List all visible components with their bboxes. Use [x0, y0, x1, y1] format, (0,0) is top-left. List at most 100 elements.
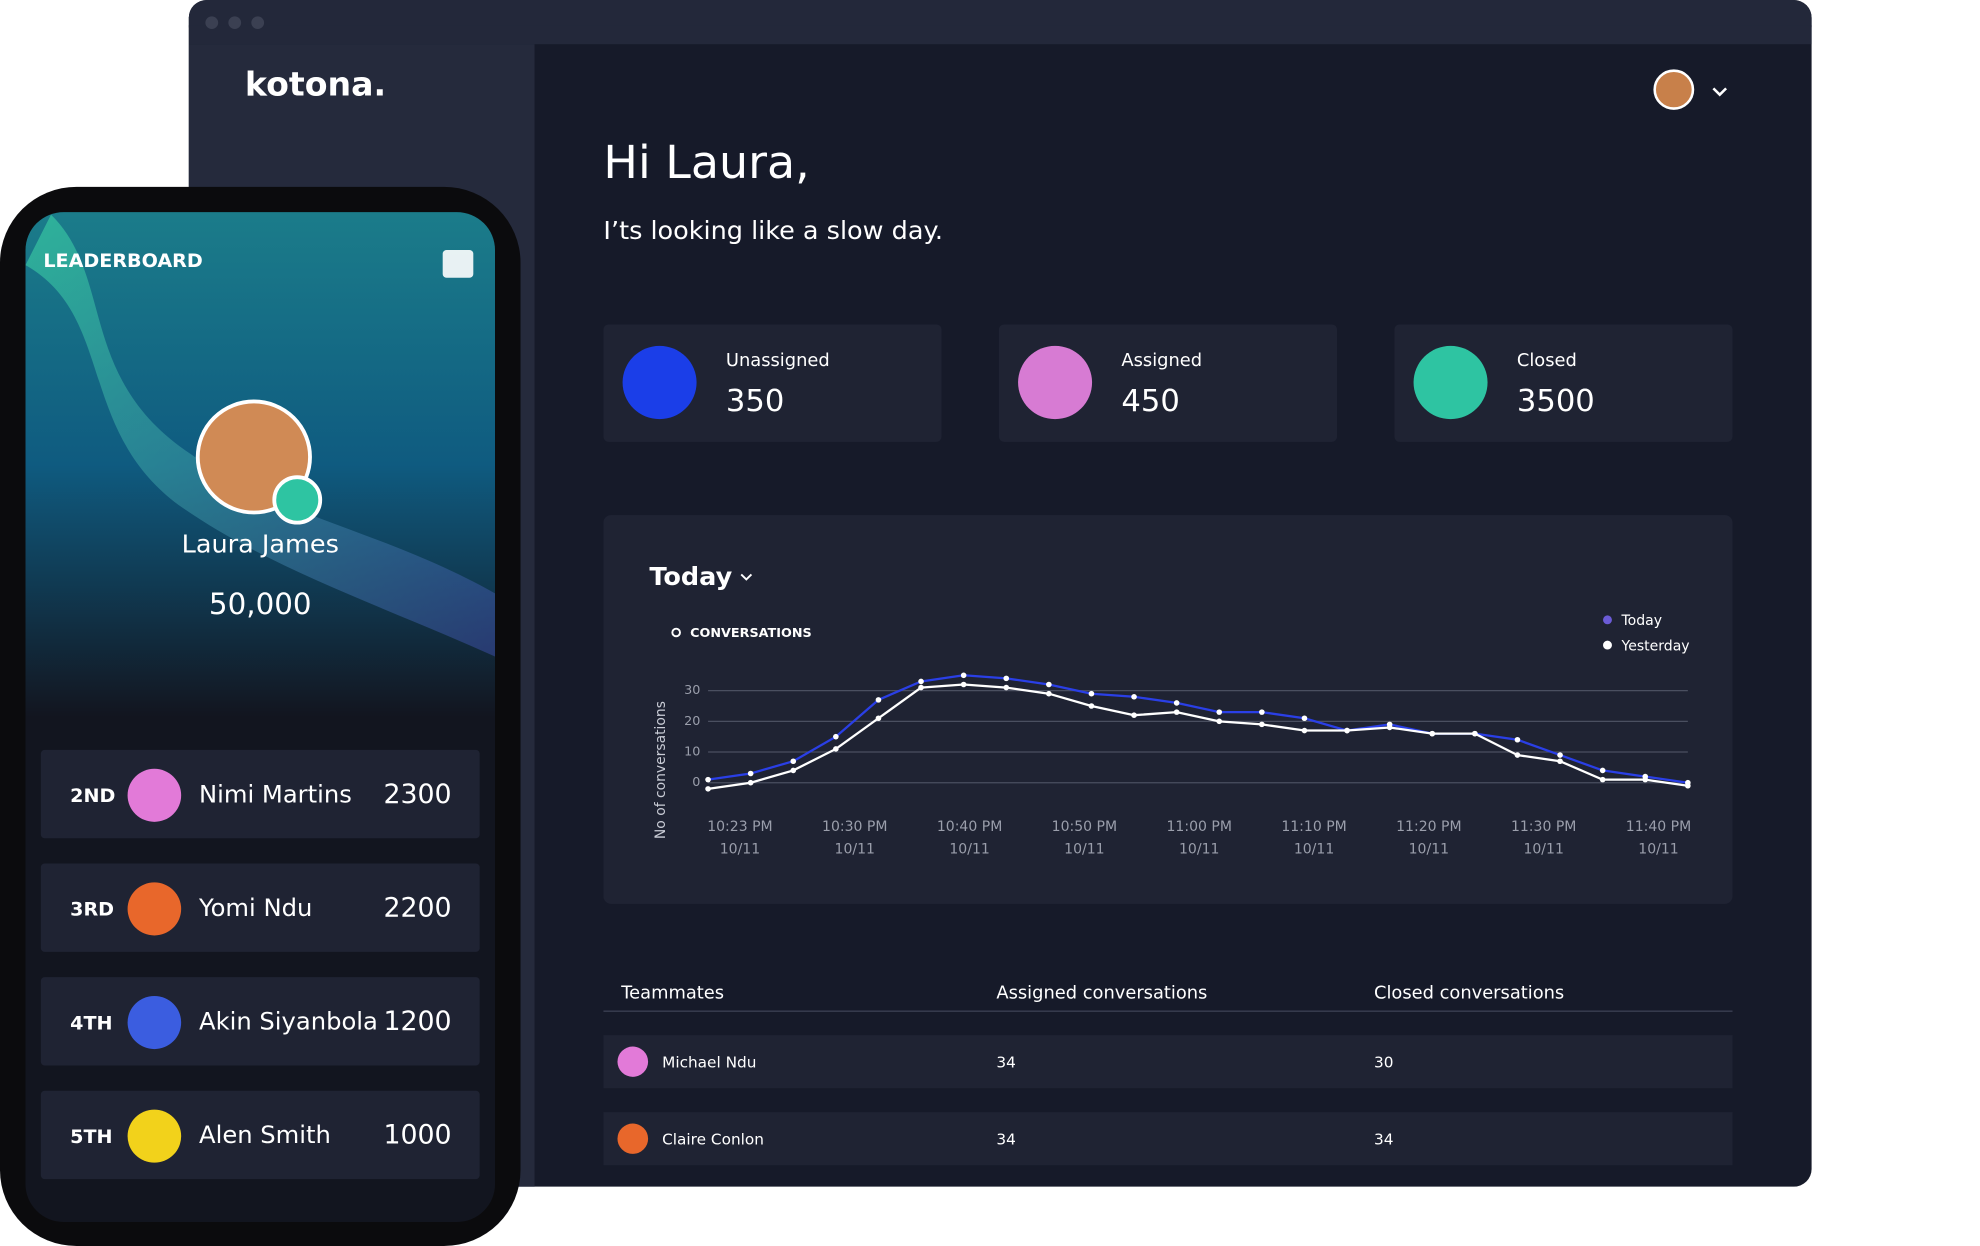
- series-point: [1557, 752, 1563, 758]
- rank-score: 1200: [383, 1006, 451, 1037]
- table-cell: 34: [996, 1131, 1015, 1149]
- stat-label: Unassigned: [726, 351, 830, 371]
- row-avatar: [617, 1046, 649, 1077]
- series-point: [1003, 684, 1010, 691]
- rank-score: 2200: [383, 893, 451, 924]
- stat-icon: [1018, 345, 1093, 420]
- x-tick-date: 10/11: [835, 842, 875, 858]
- stat-card: [1394, 324, 1733, 442]
- series-point: [1514, 736, 1521, 743]
- stat-card: [603, 324, 942, 442]
- stat-card: [998, 324, 1338, 442]
- x-tick-time: 10:23 PM: [707, 819, 772, 835]
- stat-value: 450: [1121, 384, 1179, 419]
- window-dot: [205, 16, 219, 30]
- screen-artwork: [25, 214, 495, 657]
- subtitle: I’ts looking like a slow day.: [603, 215, 943, 245]
- stat-icon: [622, 345, 697, 420]
- rank-score: 2300: [383, 779, 451, 810]
- stat-icon: [1413, 345, 1488, 420]
- rank-avatar: [127, 1109, 182, 1163]
- table-cell: 34: [1374, 1131, 1393, 1149]
- series-point: [1173, 700, 1180, 706]
- rank-avatar: [127, 996, 182, 1050]
- stat-value: 350: [726, 384, 784, 419]
- calendar-icon[interactable]: [442, 249, 474, 278]
- leader-name: Laura James: [182, 528, 339, 558]
- x-tick-time: 10:30 PM: [822, 819, 887, 835]
- series-point: [1599, 767, 1606, 774]
- series-point: [1344, 727, 1350, 734]
- profile-chevron[interactable]: [1712, 87, 1728, 97]
- x-tick-time: 10:40 PM: [937, 819, 1002, 835]
- leaderboard-title: LEADERBOARD: [43, 250, 202, 272]
- x-tick-date: 10/11: [1523, 842, 1563, 858]
- x-tick-date: 10/11: [1064, 842, 1104, 858]
- legend-marker: [1603, 640, 1612, 650]
- profile-avatar[interactable]: [1653, 69, 1695, 110]
- series-point: [1472, 730, 1478, 737]
- period-selector[interactable]: Today: [649, 561, 732, 591]
- chart-card: [603, 515, 1733, 904]
- rank-position: 4TH: [70, 1012, 112, 1034]
- column-header: Assigned conversations: [996, 984, 1207, 1004]
- x-tick-time: 10:50 PM: [1052, 819, 1117, 835]
- x-tick-date: 10/11: [1409, 842, 1449, 858]
- greeting: Hi Laura,: [603, 136, 809, 189]
- x-tick-time: 11:30 PM: [1511, 819, 1576, 835]
- rank-name: Akin Siyanbola: [199, 1008, 378, 1036]
- series-point: [1131, 712, 1137, 718]
- column-header: Teammates: [620, 984, 724, 1004]
- series-point: [1003, 675, 1010, 682]
- series-point: [705, 786, 711, 792]
- series-point: [833, 733, 839, 740]
- series-point: [1088, 703, 1095, 709]
- series-point: [1131, 694, 1137, 700]
- series-point: [1599, 776, 1606, 783]
- legend-label: Today: [1621, 613, 1663, 629]
- series-point: [1301, 715, 1308, 722]
- rank-avatar: [127, 768, 182, 822]
- series-point: [790, 767, 797, 774]
- series-point: [1216, 709, 1223, 715]
- rank-position: 2ND: [70, 785, 115, 807]
- series-point: [918, 678, 924, 685]
- stat-label: Assigned: [1121, 351, 1202, 371]
- series-point: [1088, 690, 1095, 697]
- series-point: [747, 770, 754, 777]
- x-tick-time: 11:00 PM: [1167, 819, 1232, 835]
- table-row: [603, 1035, 1733, 1089]
- series-point: [960, 672, 967, 679]
- column-header: Closed conversations: [1374, 984, 1564, 1004]
- series-point: [1046, 681, 1052, 688]
- series-point: [790, 758, 797, 765]
- y-tick-label: 0: [692, 774, 700, 789]
- x-tick-date: 10/11: [1638, 842, 1678, 858]
- series-point: [875, 697, 882, 703]
- stat-value: 3500: [1517, 384, 1595, 419]
- y-tick-label: 20: [684, 713, 700, 728]
- leader-badge: [272, 475, 323, 525]
- table-cell: 34: [996, 1054, 1015, 1072]
- x-tick-time: 11:20 PM: [1396, 819, 1461, 835]
- series-point: [918, 684, 924, 691]
- rank-position: 3RD: [70, 899, 114, 921]
- chart-title: CONVERSATIONS: [690, 625, 812, 640]
- series-point: [1642, 776, 1649, 783]
- stat-label: Closed: [1517, 351, 1577, 371]
- title-icon: [671, 627, 681, 638]
- series-point: [1386, 724, 1393, 731]
- table-row: [603, 1112, 1733, 1166]
- series-point: [833, 746, 839, 752]
- rank-name: Nimi Martins: [199, 780, 352, 808]
- period-chevron[interactable]: [740, 573, 753, 581]
- rank-name: Yomi Ndu: [198, 894, 312, 922]
- rank-score: 1000: [383, 1120, 451, 1151]
- series-line: [707, 683, 1689, 790]
- series-point: [1046, 690, 1052, 697]
- series-point: [705, 776, 711, 783]
- legend-label: Yesterday: [1621, 638, 1690, 654]
- series-point: [1259, 721, 1265, 728]
- x-tick-time: 11:10 PM: [1281, 819, 1346, 835]
